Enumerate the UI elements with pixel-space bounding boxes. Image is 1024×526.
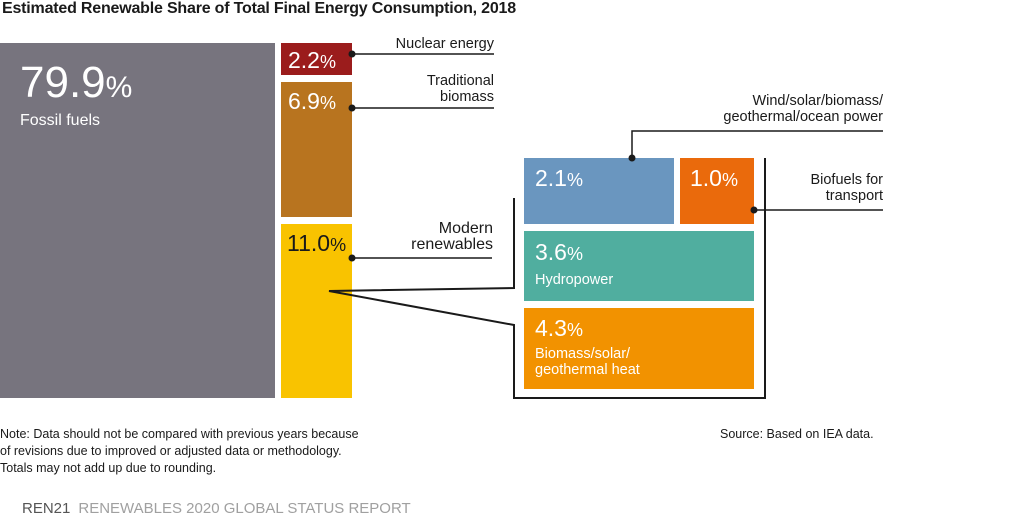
traditional-dot <box>348 104 356 112</box>
modern-dot <box>348 254 356 262</box>
footer: REN21 RENEWABLES 2020 GLOBAL STATUS REPOR… <box>22 500 411 517</box>
nuclear-block: 2.2% <box>281 43 352 75</box>
traditional-biomass-block: 6.9% <box>281 82 352 217</box>
modern-renewables-value: 11.0% <box>287 230 347 256</box>
note: Note: Data should not be compared with p… <box>0 427 359 475</box>
nuclear-value: 2.2% <box>288 47 336 73</box>
chart-title: Estimated Renewable Share of Total Final… <box>2 0 516 17</box>
nuclear-dot <box>348 50 356 58</box>
wind-solar-block: 2.1% <box>524 158 674 224</box>
modern-caption: Modern renewables <box>411 220 493 253</box>
wind-solar-value: 2.1% <box>535 165 583 191</box>
heat-value: 4.3% <box>535 315 583 341</box>
wind-caption: Wind/solar/biomass/geothermal/ocean powe… <box>723 93 883 125</box>
biofuels-block: 1.0% <box>680 158 754 224</box>
ren21-logo: REN21 <box>22 500 71 517</box>
hydropower-block: 3.6% Hydropower <box>524 231 754 301</box>
heat-block: 4.3% Biomass/solar/geothermal heat <box>524 308 754 389</box>
fossil-fuels-block: 79.9% Fossil fuels <box>0 43 275 398</box>
fossil-value: 79.9% <box>20 58 133 107</box>
wind-dot <box>628 154 636 162</box>
traditional-caption: Traditional biomass <box>426 73 494 105</box>
biofuels-caption: Biofuels for transport <box>810 172 883 204</box>
hydropower-label: Hydropower <box>535 272 614 288</box>
hydropower-value: 3.6% <box>535 239 583 265</box>
biofuels-value: 1.0% <box>690 165 738 191</box>
fossil-label: Fossil fuels <box>20 112 101 129</box>
traditional-biomass-value: 6.9% <box>288 88 336 114</box>
heat-label: Biomass/solar/geothermal heat <box>535 346 640 378</box>
nuclear-caption: Nuclear energy <box>395 36 494 52</box>
modern-renewables-block: 11.0% <box>281 224 352 398</box>
biofuels-dot <box>750 206 758 214</box>
source: Source: Based on IEA data. <box>720 427 874 441</box>
report-title: RENEWABLES 2020 GLOBAL STATUS REPORT <box>78 500 411 517</box>
